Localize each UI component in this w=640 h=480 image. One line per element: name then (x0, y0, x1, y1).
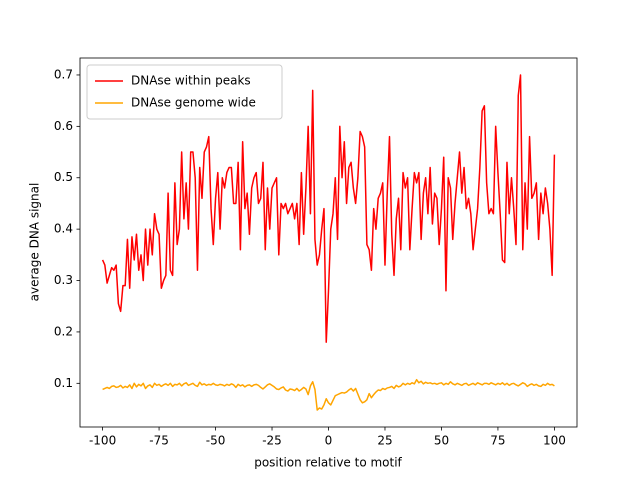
y-tick-label: 0.6 (54, 119, 73, 133)
y-tick-label: 0.1 (54, 376, 73, 390)
legend-box (86, 64, 283, 120)
x-tick-label: 100 (543, 434, 566, 448)
y-tick-label: 0.2 (54, 324, 73, 338)
x-tick-label: -100 (89, 434, 116, 448)
y-tick-label: 0.3 (54, 273, 73, 287)
y-tick-label: 0.5 (54, 170, 73, 184)
x-tick-label: -75 (149, 434, 169, 448)
x-tick-label: 50 (434, 434, 449, 448)
line-series (101, 74, 556, 343)
x-tick-label: -25 (262, 434, 282, 448)
x-tick-label: -50 (206, 434, 226, 448)
x-axis-label: position relative to motif (254, 456, 402, 470)
x-tick-label: 0 (325, 434, 333, 448)
x-tick-label: 25 (377, 434, 392, 448)
y-tick-label: 0.7 (54, 67, 73, 81)
y-tick-label: 0.4 (54, 222, 73, 236)
legend-label: DNAse genome wide (131, 96, 256, 110)
axes-frame (79, 57, 578, 428)
y-axis-label: average DNA signal (28, 183, 42, 302)
line-series (102, 378, 555, 411)
legend-label: DNAse within peaks (131, 74, 251, 88)
x-tick-label: 75 (490, 434, 505, 448)
